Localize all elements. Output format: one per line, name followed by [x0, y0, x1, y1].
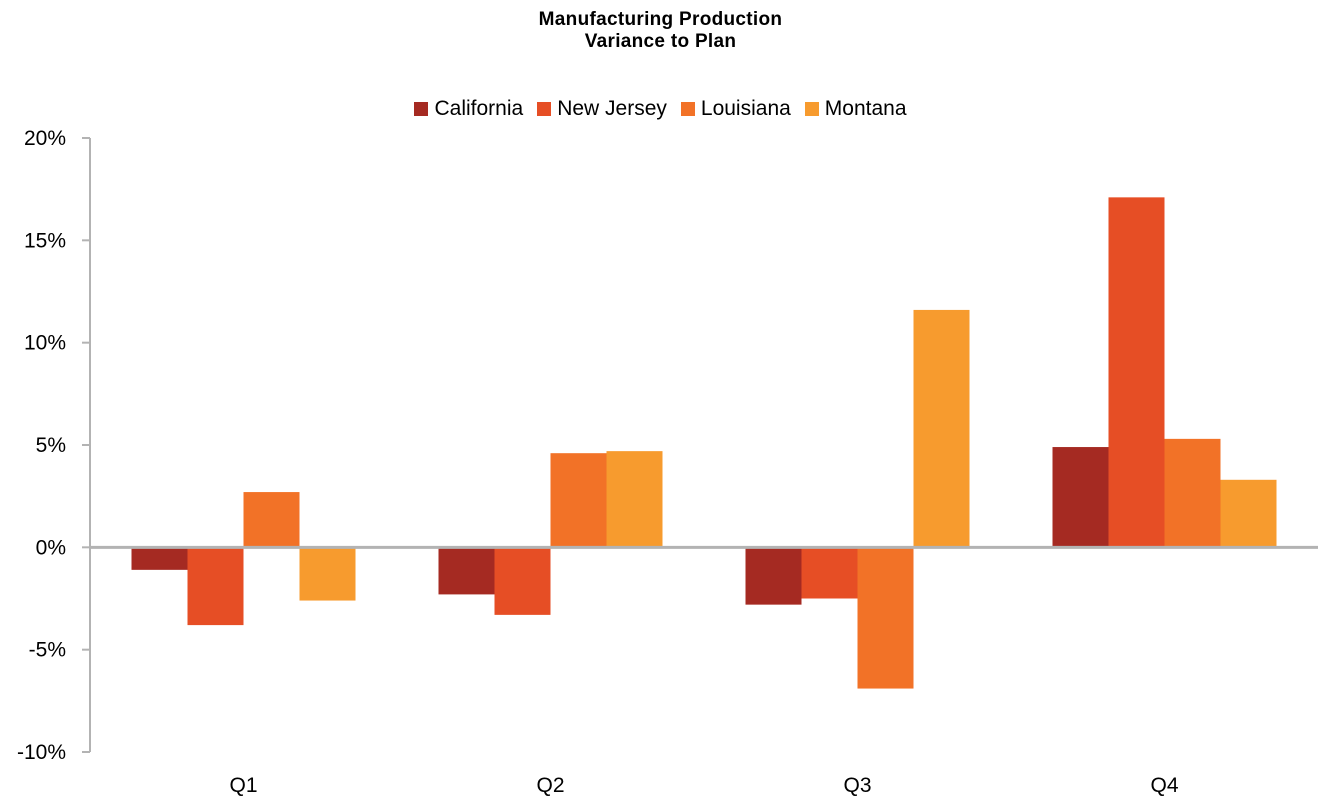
- bar-california-q3: [745, 547, 802, 605]
- y-tick-label: 20%: [24, 127, 66, 150]
- y-tick-label: -10%: [17, 741, 66, 764]
- legend-label: New Jersey: [557, 97, 667, 120]
- bar-montana-q1: [299, 547, 356, 601]
- legend-swatch: [804, 102, 819, 116]
- chart-title-line-1: Manufacturing Production: [538, 9, 783, 30]
- y-tick-label: 10%: [24, 332, 66, 355]
- legend: California New Jersey Louisiana Montana: [0, 97, 1321, 121]
- bar-louisiana-q4: [1164, 438, 1221, 548]
- bar-louisiana-q3: [857, 547, 914, 689]
- bar-california-q2: [438, 547, 495, 595]
- legend-label: Louisiana: [700, 97, 791, 120]
- y-tick-label: -5%: [29, 639, 66, 662]
- bar-montana-q3: [913, 309, 970, 548]
- legend-item-montana: Montana: [804, 97, 907, 121]
- legend-item-louisiana: Louisiana: [680, 97, 791, 121]
- y-tick-label: 5%: [36, 434, 66, 457]
- legend-item-new-jersey: New Jersey: [537, 97, 667, 121]
- x-tick-label: Q2: [536, 774, 564, 797]
- y-tick-label: 0%: [36, 536, 66, 559]
- legend-swatch: [680, 102, 695, 116]
- chart-title-line-2: Variance to Plan: [584, 31, 737, 52]
- y-tick-label: 15%: [24, 229, 66, 252]
- bar-montana-q4: [1220, 479, 1277, 548]
- legend-swatch: [414, 102, 429, 116]
- bar-new-jersey-q4: [1108, 197, 1165, 548]
- bar-new-jersey-q3: [801, 547, 858, 599]
- bar-montana-q2: [606, 451, 663, 548]
- bar-california-q1: [131, 547, 188, 570]
- bar-new-jersey-q2: [494, 547, 551, 615]
- bar-new-jersey-q1: [187, 547, 244, 626]
- legend-swatch: [537, 102, 552, 116]
- x-tick-label: Q1: [229, 774, 257, 797]
- legend-label: California: [434, 97, 524, 120]
- bar-california-q4: [1052, 447, 1109, 548]
- legend-item-california: California: [414, 97, 523, 121]
- legend-label: Montana: [824, 97, 907, 120]
- x-tick-label: Q3: [843, 774, 871, 797]
- bar-louisiana-q1: [243, 492, 300, 548]
- x-tick-label: Q4: [1150, 774, 1178, 797]
- bar-louisiana-q2: [550, 453, 607, 548]
